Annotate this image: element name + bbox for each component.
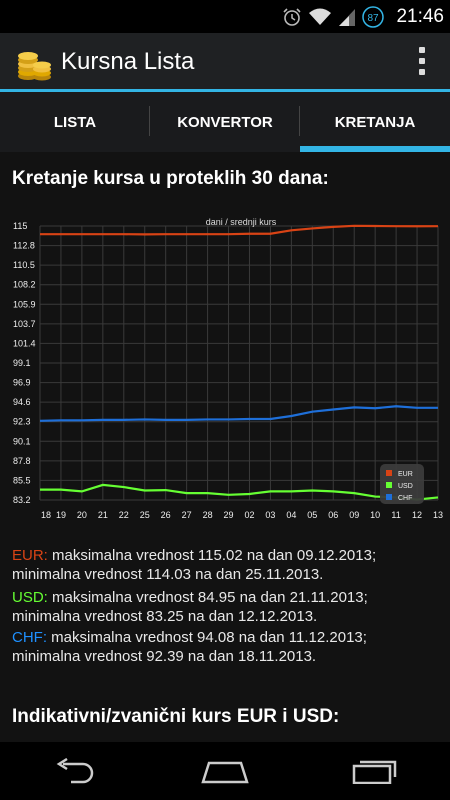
y-tick-label: 112.8	[13, 241, 35, 251]
y-tick-label: 103.7	[13, 319, 36, 329]
signal-icon	[339, 8, 356, 26]
rates-section-title: Indikativni/zvanični kurs EUR i USD:	[12, 706, 340, 727]
x-tick-label: 05	[307, 510, 317, 520]
x-tick-label: 29	[224, 510, 234, 520]
y-tick-label: 115	[13, 221, 27, 231]
back-button[interactable]	[45, 751, 105, 791]
chart-legend: EUR USD CHF	[380, 464, 424, 504]
home-icon	[201, 761, 249, 784]
coins-app-icon	[18, 52, 51, 81]
x-tick-label: 25	[140, 510, 150, 520]
x-tick-label: 10	[370, 510, 380, 520]
y-tick-label: 101.4	[13, 338, 36, 348]
x-tick-label: 26	[161, 510, 171, 520]
content-area[interactable]: Kretanje kursa u proteklih 30 dana: 115 1…	[0, 152, 450, 742]
alarm-icon	[283, 7, 302, 26]
status-bar: 87 21:46	[0, 0, 450, 33]
legend-label: USD	[398, 483, 413, 490]
x-tick-label: 06	[328, 510, 338, 520]
x-tick-label: 21	[98, 510, 108, 520]
overflow-menu-icon[interactable]	[412, 44, 432, 78]
y-tick-label: 90.1	[13, 436, 31, 446]
chf-max-text: maksimalna vrednost 94.08 na dan 11.12.2…	[47, 629, 367, 646]
x-tick-label: 04	[286, 510, 296, 520]
navigation-bar	[0, 742, 450, 800]
legend-label: CHF	[398, 495, 412, 502]
app-title: Kursna Lista	[61, 48, 195, 75]
chf-stats: CHF: maksimalna vrednost 94.08 na dan 11…	[12, 628, 442, 666]
chf-min-text: minimalna vrednost 92.39 na dan 18.11.20…	[12, 648, 317, 665]
action-bar	[0, 33, 450, 90]
series-line-eur	[40, 224, 439, 236]
tab-divider	[299, 106, 300, 136]
action-bar-divider	[0, 89, 450, 92]
back-icon	[56, 758, 94, 784]
chf-label: CHF:	[12, 629, 47, 646]
y-tick-label: 83.2	[13, 495, 31, 505]
eur-label: EUR:	[12, 547, 48, 564]
wifi-icon	[309, 8, 332, 25]
legend-swatch	[386, 470, 392, 476]
x-tick-label: 09	[349, 510, 359, 520]
tab-bar: LISTA KONVERTOR KRETANJA	[0, 92, 450, 152]
chart-svg: 115 112.8 110.5 108.2 105.9 103.7 101.4 99.1 96.…	[13, 217, 443, 520]
x-tick-label: 11	[391, 510, 400, 520]
tab-label: LISTA	[53, 113, 97, 131]
battery-level: 87	[368, 13, 380, 24]
usd-label: USD:	[12, 589, 48, 606]
legend-swatch	[386, 482, 392, 488]
x-tick-label: 22	[119, 510, 129, 520]
recents-icon	[352, 760, 397, 784]
recents-button[interactable]	[345, 751, 405, 791]
home-button[interactable]	[195, 751, 255, 791]
tab-konvertor[interactable]: KONVERTOR	[150, 92, 300, 152]
battery-icon: 87	[362, 5, 385, 28]
eur-stats: EUR: maksimalna vrednost 115.02 na dan 0…	[12, 546, 442, 584]
eur-min-text: minimalna vrednost 114.03 na dan 25.11.2…	[12, 566, 324, 583]
x-tick-label: 03	[265, 510, 275, 520]
clock: 21:46	[396, 5, 444, 27]
y-tick-label: 110.5	[13, 260, 35, 270]
legend-swatch	[386, 494, 392, 500]
x-tick-label: 12	[412, 510, 422, 520]
y-tick-label: 99.1	[13, 358, 31, 368]
eur-max-text: maksimalna vrednost 115.02 na dan 09.12.…	[47, 547, 377, 564]
usd-min-text: minimalna vrednost 83.25 na dan 12.12.20…	[12, 608, 318, 625]
y-tick-label: 108.2	[13, 280, 36, 290]
y-tick-label: 105.9	[13, 299, 36, 309]
legend-label: EUR	[398, 471, 413, 478]
tab-label: KONVERTOR	[177, 113, 273, 131]
y-tick-label: 96.9	[13, 378, 31, 388]
y-tick-label: 87.8	[13, 456, 31, 466]
chart-section-title: Kretanje kursa u proteklih 30 dana:	[12, 168, 329, 189]
x-tick-label: 02	[244, 510, 254, 520]
x-tick-label: 18	[41, 510, 51, 520]
x-tick-label: 20	[77, 510, 87, 520]
chart-title: dani / srednji kurs	[206, 217, 277, 227]
usd-stats: USD: maksimalna vrednost 84.95 na dan 21…	[12, 588, 442, 626]
x-tick-label: 27	[182, 510, 192, 520]
usd-max-text: maksimalna vrednost 84.95 na dan 21.11.2…	[47, 589, 368, 606]
y-tick-label: 94.6	[13, 397, 31, 407]
y-tick-label: 92.3	[13, 417, 31, 427]
x-tick-label: 13	[433, 510, 443, 520]
y-tick-label: 85.5	[13, 475, 31, 485]
tab-divider	[149, 106, 150, 136]
series-line-usd	[40, 483, 439, 501]
tab-lista[interactable]: LISTA	[0, 92, 150, 152]
x-tick-label: 28	[203, 510, 213, 520]
exchange-rate-chart: 115 112.8 110.5 108.2 105.9 103.7 101.4 99.1 96.…	[0, 214, 450, 532]
tab-kretanja[interactable]: KRETANJA	[300, 92, 450, 152]
series-line-chf	[39, 405, 438, 422]
x-tick-label: 19	[56, 510, 66, 520]
tab-label: KRETANJA	[334, 113, 416, 131]
status-icons: 87 21:46	[282, 0, 444, 33]
